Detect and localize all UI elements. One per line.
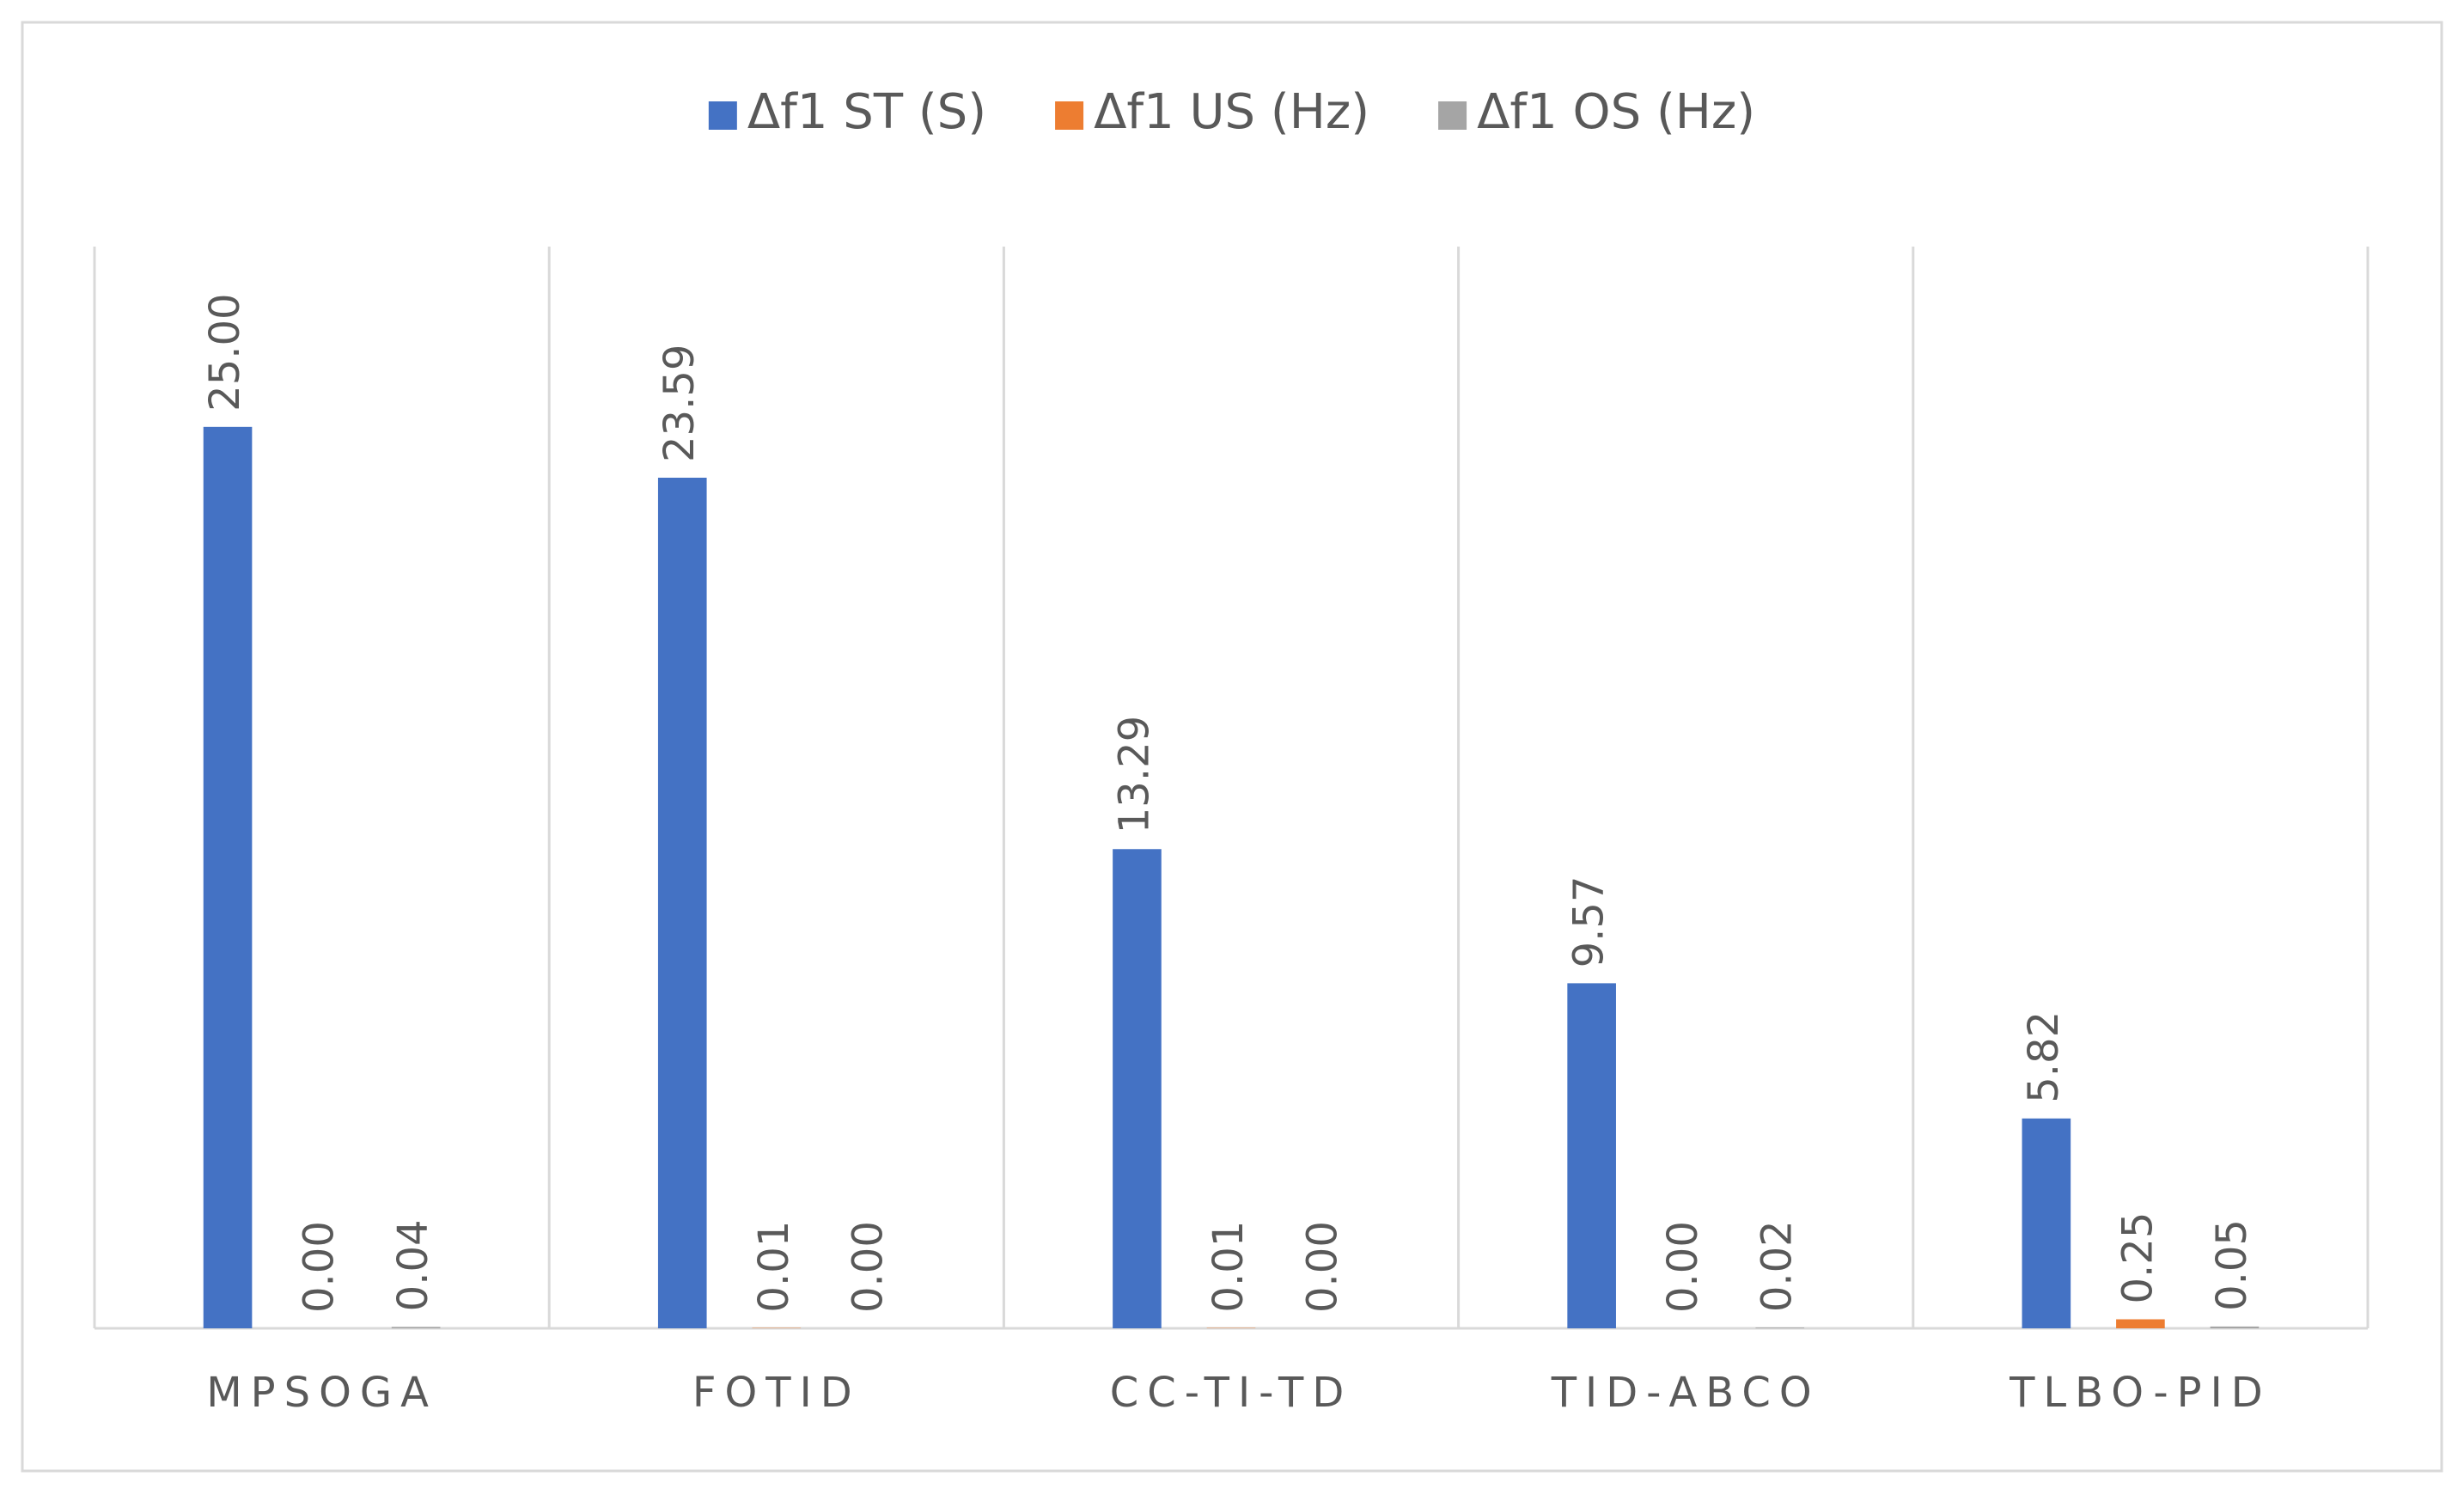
data-label: 0.25: [2113, 1212, 2162, 1304]
data-label: 5.82: [2020, 1011, 2068, 1103]
data-label: 13.29: [1110, 716, 1158, 833]
legend-label: Δf1 ST (S): [747, 84, 986, 140]
bar: [2116, 1319, 2165, 1328]
data-label: 0.04: [389, 1219, 437, 1311]
data-label: 0.02: [1753, 1220, 1802, 1312]
bar: [2210, 1326, 2260, 1328]
data-label: 9.57: [1565, 876, 1613, 968]
x-tick-label: TID-ABCO: [1551, 1369, 1821, 1417]
data-label: 0.05: [2208, 1219, 2256, 1311]
data-label: 0.00: [1299, 1221, 1347, 1313]
legend-swatch: [1055, 101, 1084, 130]
x-tick-label: CC-TI-TD: [1110, 1369, 1353, 1417]
legend-swatch: [708, 101, 737, 130]
x-tick-label: MPSOGA: [206, 1369, 437, 1417]
bar: [1567, 983, 1616, 1328]
data-label: 0.01: [750, 1221, 798, 1313]
data-label: 25.00: [201, 293, 249, 411]
data-label: 0.00: [1659, 1221, 1707, 1313]
bar: [1755, 1327, 1805, 1328]
legend-swatch: [1438, 101, 1467, 130]
x-tick-label: FOTID: [692, 1369, 861, 1417]
data-label: 0.00: [296, 1221, 344, 1313]
bar: [2022, 1118, 2071, 1328]
bar: [657, 478, 707, 1328]
data-label: 0.01: [1205, 1221, 1253, 1313]
legend-label: Δf1 US (Hz): [1094, 84, 1369, 140]
legend: Δf1 ST (S) Δf1 US (Hz) Δf1 OS (Hz): [708, 84, 1755, 140]
legend-label: Δf1 OS (Hz): [1477, 84, 1755, 140]
bar: [203, 426, 253, 1328]
bar: [1113, 849, 1162, 1328]
x-tick-label: TLBO-PID: [2009, 1369, 2272, 1417]
data-label: 0.00: [844, 1221, 892, 1313]
data-label: 23.59: [656, 345, 704, 462]
bar: [391, 1327, 441, 1328]
